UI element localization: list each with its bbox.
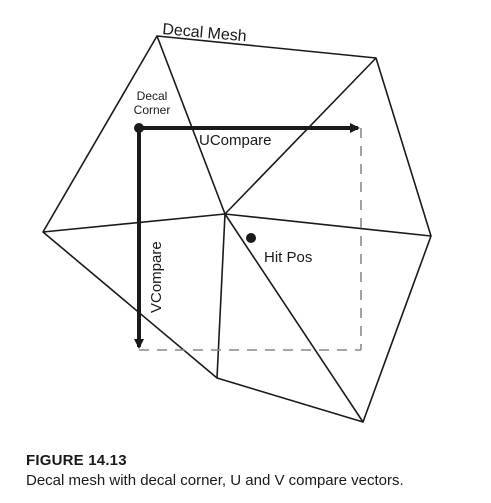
decal-mesh-label: Decal Mesh (162, 21, 248, 45)
figure-label: FIGURE 14.13 (26, 452, 127, 469)
v-compare-label: VCompare (148, 241, 165, 313)
mesh-edge (224, 213, 364, 423)
mesh-edge (156, 35, 226, 215)
mesh-edge (224, 213, 432, 237)
decal-mesh (42, 35, 432, 423)
caption-text: Decal mesh with decal corner, U and V co… (26, 472, 404, 489)
hit-pos-label: Hit Pos (264, 249, 312, 266)
decal-corner-label-line1: Decal (137, 89, 168, 103)
mesh-edge (216, 213, 226, 379)
decal-corner-label-line2: Corner (134, 103, 171, 117)
decal-mesh-diagram: Decal Mesh Decal Corner UCompare VCompar… (42, 21, 432, 423)
u-compare-label: UCompare (199, 132, 272, 149)
decal-bounds (139, 128, 362, 351)
decal-corner-point (134, 123, 144, 133)
figure-caption: FIGURE 14.13 Decal mesh with decal corne… (26, 452, 486, 489)
mesh-edge (224, 57, 377, 215)
mesh-edge (42, 213, 226, 233)
hit-pos-point (246, 233, 256, 243)
